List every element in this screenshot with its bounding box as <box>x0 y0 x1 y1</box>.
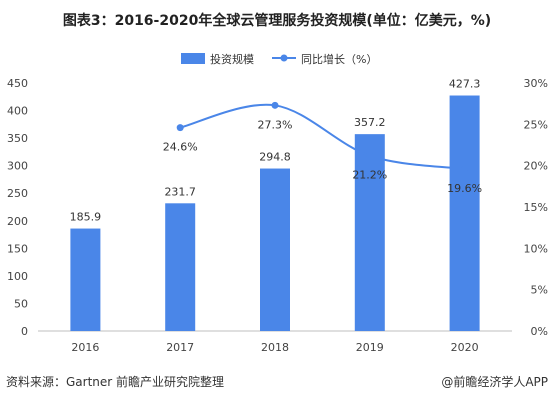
bar <box>165 203 196 331</box>
growth-value-label: 19.6% <box>447 182 482 195</box>
bar <box>70 228 101 331</box>
bars <box>70 95 480 331</box>
y-right-tick-label: 15% <box>524 201 548 214</box>
x-tick-label: 2017 <box>166 341 194 354</box>
legend: 投资规模 同比增长（%） <box>181 52 377 66</box>
growth-point <box>461 165 469 173</box>
y-right-tick-label: 25% <box>524 118 548 131</box>
legend-bar-label: 投资规模 <box>210 52 254 66</box>
y-left-tick-label: 200 <box>7 215 28 228</box>
legend-bar-swatch <box>181 53 205 64</box>
growth-value-label: 27.3% <box>258 118 293 131</box>
bar <box>260 168 290 331</box>
growth-value-label: 24.6% <box>163 141 198 154</box>
data-labels: 185.9 231.7 294.8 357.2 427.3 24.6% 27.3% 21.2%… <box>70 78 482 224</box>
y-left-tick-label: 100 <box>7 270 28 283</box>
bar <box>449 95 480 331</box>
x-tick-label: 2019 <box>356 341 384 354</box>
source-note: 资料来源：Gartner 前瞻产业研究院整理 <box>6 375 225 389</box>
y-left-tick-label: 450 <box>7 77 28 90</box>
x-tick-label: 2018 <box>261 341 289 354</box>
bar-value-label: 231.7 <box>164 185 196 198</box>
bar-value-label: 357.2 <box>354 116 386 129</box>
y-right-tick-label: 10% <box>524 242 548 255</box>
bar-value-label: 427.3 <box>449 78 481 91</box>
y-right-tick-label: 20% <box>524 160 548 173</box>
credit-note: @前瞻经济学人APP <box>441 375 548 389</box>
growth-value-label: 21.2% <box>352 169 387 182</box>
bar-value-label: 294.8 <box>259 151 291 164</box>
legend-line-label: 同比增长（%） <box>301 52 377 66</box>
bar-value-label: 185.9 <box>70 211 102 224</box>
axes: 0 50 100 150 200 250 300 350 400 450 0% 5% 10% 15% 20%… <box>7 77 548 354</box>
y-right-tick-label: 0% <box>531 325 548 338</box>
y-right-tick-label: 30% <box>524 77 548 90</box>
bar <box>354 134 385 331</box>
y-left-tick-label: 50 <box>14 297 28 310</box>
y-left-tick-label: 0 <box>21 325 28 338</box>
y-left-tick-label: 250 <box>7 187 28 200</box>
growth-point <box>366 152 374 160</box>
growth-point <box>271 101 279 109</box>
legend-line-marker <box>280 54 288 62</box>
y-left-tick-label: 300 <box>7 160 28 173</box>
y-left-tick-label: 350 <box>7 132 28 145</box>
x-tick-label: 2016 <box>71 341 99 354</box>
x-tick-label: 2020 <box>451 341 479 354</box>
y-left-tick-label: 400 <box>7 105 28 118</box>
y-right-tick-label: 5% <box>531 284 548 297</box>
chart-title: 图表3：2016-2020年全球云管理服务投资规模(单位：亿美元，%) <box>62 13 492 29</box>
y-left-tick-label: 150 <box>7 242 28 255</box>
growth-line <box>176 101 469 173</box>
growth-line-path <box>179 103 465 170</box>
growth-point <box>176 124 184 132</box>
